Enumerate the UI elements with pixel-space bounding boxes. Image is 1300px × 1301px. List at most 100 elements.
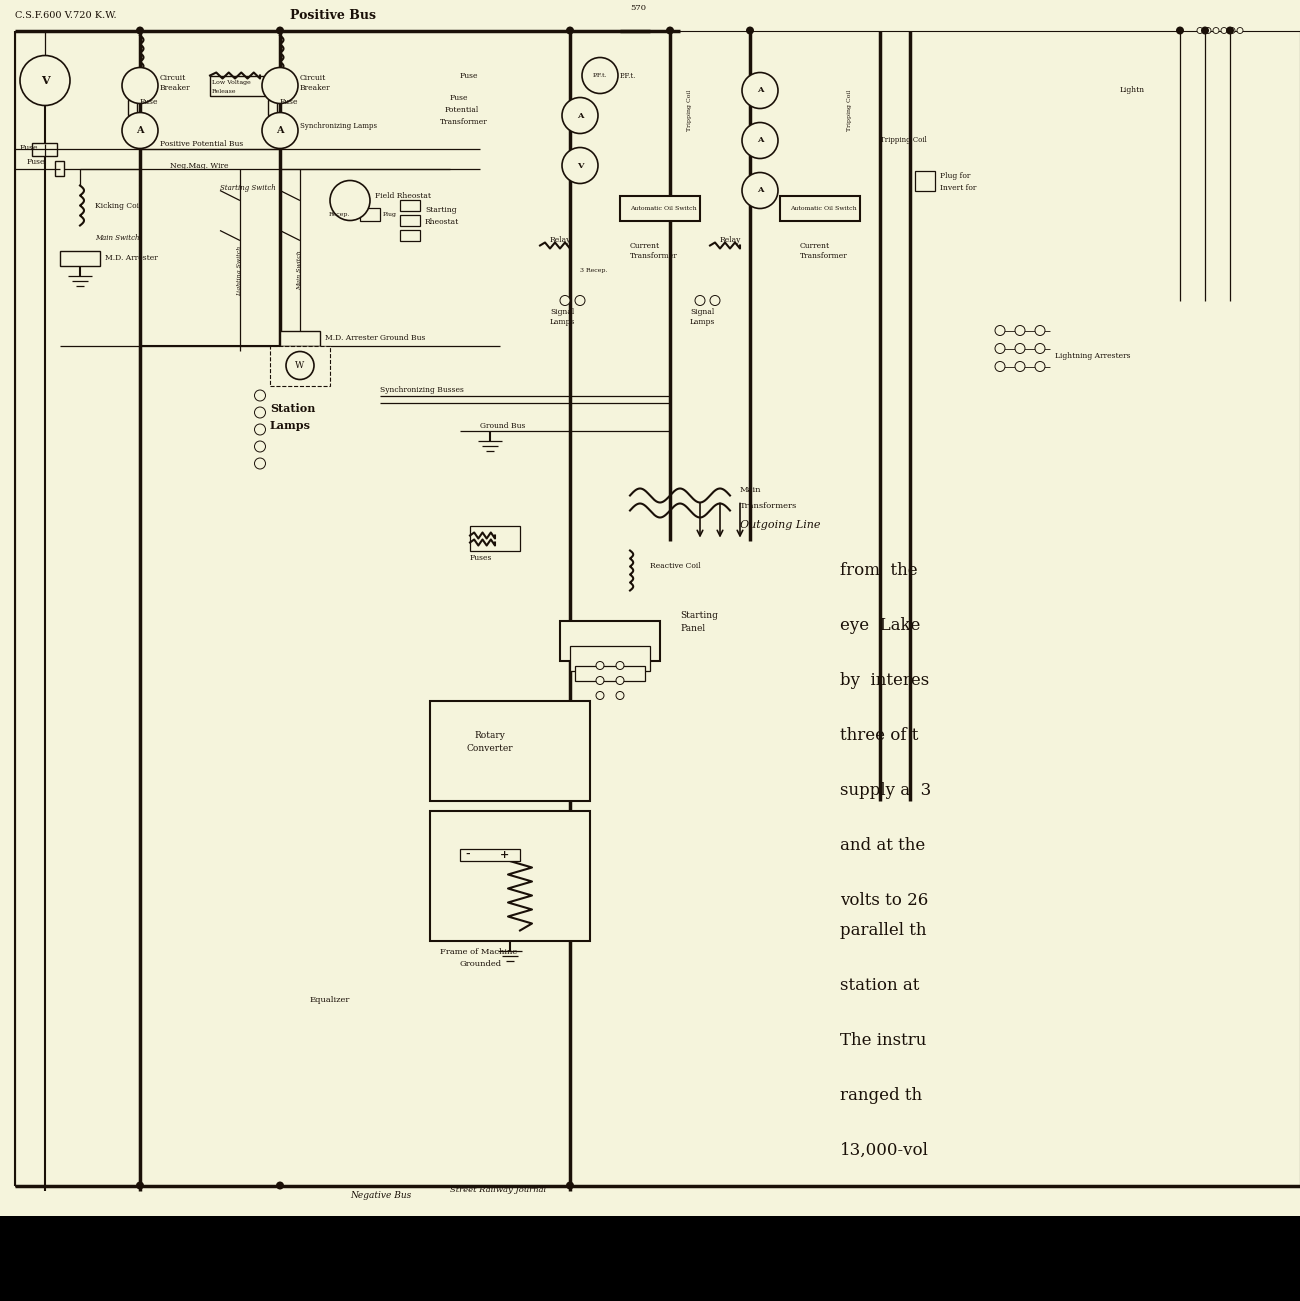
Text: P.F.t.: P.F.t. [593, 73, 607, 78]
Text: station at: station at [840, 977, 919, 994]
Circle shape [276, 1181, 283, 1189]
Text: V: V [40, 75, 49, 86]
Text: Automatic Oil Switch: Automatic Oil Switch [630, 206, 697, 211]
Text: Starting: Starting [680, 611, 718, 621]
Bar [211, 75, 265, 95]
Text: Synchronizing Busses: Synchronizing Busses [380, 386, 464, 394]
Circle shape [616, 692, 624, 700]
Circle shape [1035, 325, 1045, 336]
Text: Transformer: Transformer [439, 118, 488, 126]
Text: Field Rheostat: Field Rheostat [374, 191, 432, 199]
Text: Fuses: Fuses [471, 553, 493, 562]
Circle shape [1201, 26, 1209, 35]
Circle shape [276, 26, 283, 35]
Text: Plug for: Plug for [940, 172, 970, 180]
Text: Ground Bus: Ground Bus [480, 422, 525, 429]
Text: Outgoing Line: Outgoing Line [740, 520, 820, 531]
Text: Recep.: Recep. [329, 212, 350, 217]
Circle shape [746, 26, 754, 35]
Circle shape [263, 68, 298, 104]
Text: Reactive Coil: Reactive Coil [650, 562, 701, 570]
Circle shape [595, 677, 604, 684]
Bar [400, 199, 420, 211]
Circle shape [330, 181, 370, 220]
Circle shape [1176, 26, 1184, 35]
Text: Lamps: Lamps [270, 420, 311, 431]
Circle shape [1213, 27, 1219, 34]
Text: Breaker: Breaker [160, 85, 191, 92]
Text: Circuit: Circuit [160, 74, 186, 82]
Text: Station: Station [270, 403, 316, 414]
Text: Panel: Panel [680, 624, 705, 634]
Text: Frame of Machine: Frame of Machine [439, 948, 517, 956]
Text: Fuse: Fuse [460, 72, 478, 79]
Text: Lightn: Lightn [1121, 86, 1145, 95]
Bar [268, 125, 276, 135]
Text: -: - [465, 850, 469, 860]
Circle shape [666, 26, 673, 35]
Circle shape [710, 295, 720, 306]
Text: Ground Bus: Ground Bus [380, 333, 425, 341]
Bar [270, 346, 330, 385]
Bar [460, 848, 520, 860]
Text: Fuse: Fuse [280, 99, 299, 107]
Bar [0, 1215, 1300, 1301]
Circle shape [566, 26, 575, 35]
Text: Transformer: Transformer [630, 251, 677, 259]
Circle shape [1015, 343, 1024, 354]
Circle shape [255, 424, 265, 435]
Circle shape [286, 351, 315, 380]
Circle shape [136, 1181, 144, 1189]
Bar [471, 526, 520, 550]
Circle shape [20, 56, 70, 105]
Text: W: W [295, 360, 304, 369]
Text: Rotary: Rotary [474, 731, 506, 740]
Text: A: A [757, 137, 763, 144]
Circle shape [994, 362, 1005, 372]
Circle shape [122, 112, 159, 148]
Text: +: + [500, 850, 510, 860]
Circle shape [1015, 325, 1024, 336]
Text: V: V [577, 161, 584, 169]
Text: and at the: and at the [840, 837, 926, 853]
Bar [430, 700, 590, 800]
Text: Invert for: Invert for [940, 183, 976, 191]
Circle shape [560, 295, 569, 306]
Text: by  interes: by interes [840, 673, 930, 690]
Text: Starting Switch: Starting Switch [220, 185, 276, 193]
Text: Image ID: 2CGRDTW: Image ID: 2CGRDTW [790, 1252, 872, 1259]
Text: A: A [757, 86, 763, 95]
Circle shape [255, 458, 265, 468]
Text: 13,000-vol: 13,000-vol [840, 1142, 930, 1159]
Text: 570: 570 [630, 4, 646, 13]
Text: Negative Bus: Negative Bus [350, 1190, 411, 1200]
Text: from  the: from the [840, 562, 918, 579]
Text: Transformers: Transformers [740, 501, 797, 510]
Bar [60, 251, 100, 265]
Bar [400, 215, 420, 225]
Bar [430, 811, 590, 941]
Bar [915, 170, 935, 190]
Text: Current: Current [800, 242, 831, 250]
Text: Lighting Switch: Lighting Switch [238, 246, 243, 295]
Text: Grounded: Grounded [460, 960, 502, 968]
Text: ranged th: ranged th [840, 1088, 922, 1105]
Text: Main Switch: Main Switch [95, 234, 139, 242]
Text: volts to 26: volts to 26 [840, 892, 928, 909]
Circle shape [616, 661, 624, 670]
Text: Plug: Plug [384, 212, 396, 217]
Circle shape [1226, 26, 1234, 35]
Circle shape [742, 173, 777, 208]
Text: Equalizer: Equalizer [309, 997, 351, 1004]
Circle shape [122, 68, 159, 104]
Circle shape [1205, 27, 1212, 34]
Circle shape [255, 441, 265, 451]
Text: Automatic Oil Switch: Automatic Oil Switch [790, 206, 857, 211]
Text: Main Switch: Main Switch [298, 251, 303, 290]
Circle shape [1035, 362, 1045, 372]
Text: A: A [757, 186, 763, 195]
Circle shape [742, 122, 777, 159]
Bar [280, 330, 320, 346]
Circle shape [994, 325, 1005, 336]
Text: Positive Bus: Positive Bus [290, 9, 376, 22]
